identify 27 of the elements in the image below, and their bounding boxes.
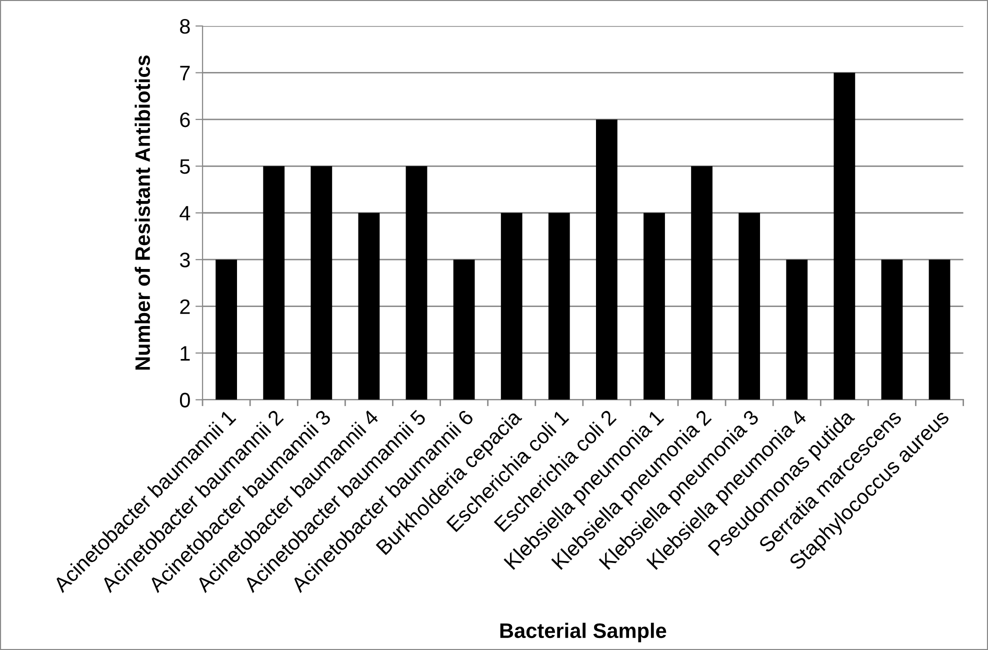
bar xyxy=(216,260,238,400)
bar xyxy=(358,212,380,400)
y-tick-label: 6 xyxy=(180,112,190,128)
bar xyxy=(786,260,808,400)
bar xyxy=(596,119,618,400)
y-tick-label: 3 xyxy=(180,252,190,268)
bar xyxy=(834,72,856,400)
bar xyxy=(500,212,522,400)
bar xyxy=(928,260,950,400)
bar xyxy=(406,166,428,400)
bar xyxy=(881,260,903,400)
y-tick-label: 5 xyxy=(180,159,190,174)
y-tick-label: 8 xyxy=(180,19,190,34)
bar xyxy=(263,166,285,400)
y-tick-label: 0 xyxy=(180,392,190,408)
bar xyxy=(644,212,665,400)
y-tick-label: 1 xyxy=(180,346,190,361)
y-tick-label: 7 xyxy=(180,66,190,80)
bar xyxy=(691,166,712,400)
bar xyxy=(310,166,332,400)
y-tick-label: 2 xyxy=(180,299,190,314)
y-tick-label: 4 xyxy=(180,206,190,220)
y-axis-title: Number of Resistant Antibiotics xyxy=(134,56,150,370)
bar xyxy=(453,260,475,400)
bar xyxy=(548,212,570,400)
x-axis-title: Bacterial Sample xyxy=(500,622,666,642)
bar xyxy=(738,212,760,400)
